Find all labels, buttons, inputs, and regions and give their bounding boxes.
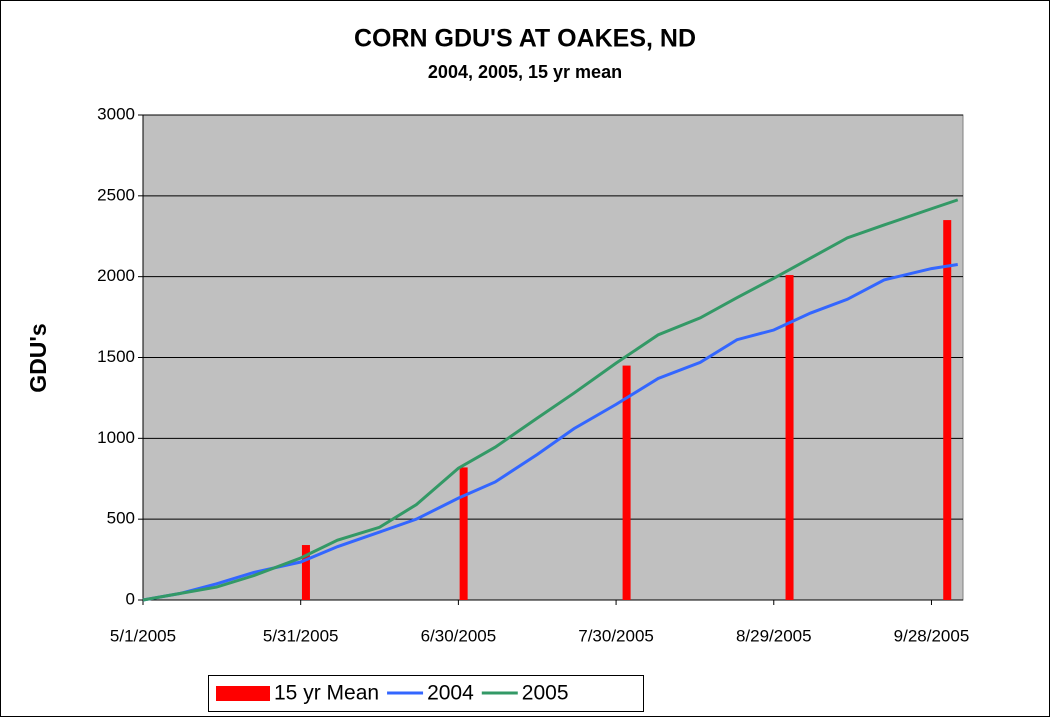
bar — [785, 275, 794, 600]
legend-label: 15 yr Mean — [274, 682, 379, 705]
x-tick-label: 5/1/2005 — [110, 626, 176, 645]
legend-box — [208, 675, 644, 712]
bar — [301, 545, 310, 600]
x-tick-label: 8/29/2005 — [736, 626, 812, 645]
y-tick-label: 0 — [126, 589, 135, 608]
x-tick-label: 9/28/2005 — [894, 626, 970, 645]
bar — [943, 220, 952, 601]
chart-subtitle: 2004, 2005, 15 yr mean — [428, 62, 622, 82]
legend-swatch — [216, 686, 270, 701]
y-tick-label: 2000 — [97, 266, 135, 285]
y-tick-label: 2500 — [97, 185, 135, 204]
x-tick-label: 7/30/2005 — [578, 626, 654, 645]
y-tick-label: 3000 — [97, 104, 135, 123]
line-series — [142, 198, 959, 602]
bar — [622, 365, 631, 600]
legend-label: 2005 — [522, 682, 569, 705]
y-tick-label: 1500 — [97, 347, 135, 366]
x-tick-label: 5/31/2005 — [263, 626, 339, 645]
bar — [459, 467, 468, 600]
y-axis-label: GDU's — [25, 323, 51, 392]
y-tick-label: 500 — [107, 509, 135, 528]
y-tick-label: 1000 — [97, 428, 135, 447]
chart-title: CORN GDU'S AT OAKES, ND — [354, 25, 696, 53]
legend: 15 yr Mean 2004 2005 — [208, 675, 644, 712]
legend-label: 2004 — [427, 682, 474, 705]
x-tick-label: 6/30/2005 — [421, 626, 497, 645]
